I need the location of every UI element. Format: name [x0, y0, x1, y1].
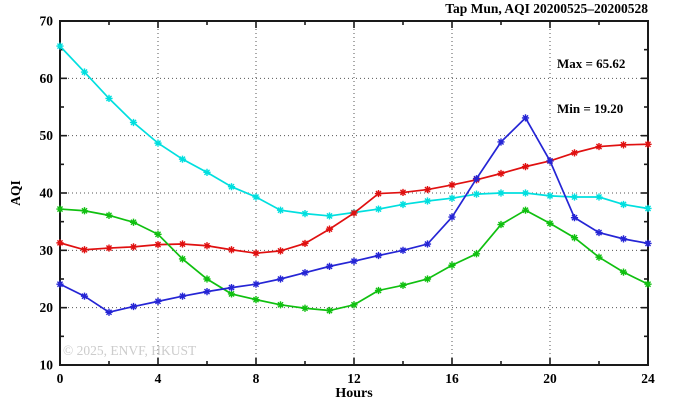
y-tick-label: 60	[40, 71, 54, 86]
x-tick-label: 20	[543, 371, 557, 386]
series-blue-line-markers	[56, 114, 652, 316]
series-green-line	[56, 205, 652, 315]
x-tick-label: 0	[57, 371, 64, 386]
series-green-line-markers	[56, 205, 652, 315]
max-min-annotation: Max = 65.62 Min = 19.20	[557, 26, 625, 146]
y-tick-labels: 10 20 30 40 50 60 70	[40, 14, 54, 373]
x-tick-labels: 0 4 8 12 16 20 24	[57, 371, 655, 386]
max-value-label: Max = 65.62	[557, 56, 626, 71]
x-tick-label: 12	[347, 371, 361, 386]
series-red-line	[56, 140, 652, 257]
y-tick-label: 10	[40, 358, 54, 373]
y-tick-label: 40	[40, 186, 54, 201]
x-tick-label: 4	[155, 371, 162, 386]
series-red-line-path	[59, 143, 649, 255]
series-cyan-line-markers	[56, 42, 652, 220]
y-tick-label: 50	[40, 128, 54, 143]
x-tick-label: 16	[445, 371, 459, 386]
x-axis-title: Hours	[335, 386, 373, 401]
x-tick-label: 8	[253, 371, 260, 386]
y-tick-label: 20	[40, 300, 54, 315]
watermark: © 2025, ENVF, HKUST	[63, 343, 197, 358]
series-red-line-markers	[56, 140, 652, 257]
x-tick-label: 24	[641, 371, 655, 386]
min-value-label: Min = 19.20	[557, 101, 624, 116]
y-tick-label: 70	[40, 14, 54, 29]
chart-title: Tap Mun, AQI 20200525–20200528	[445, 1, 648, 16]
series-blue-line	[56, 114, 652, 316]
y-axis-title: AQI	[8, 180, 23, 206]
axis-ticks	[59, 20, 649, 366]
y-tick-label: 30	[40, 243, 54, 258]
